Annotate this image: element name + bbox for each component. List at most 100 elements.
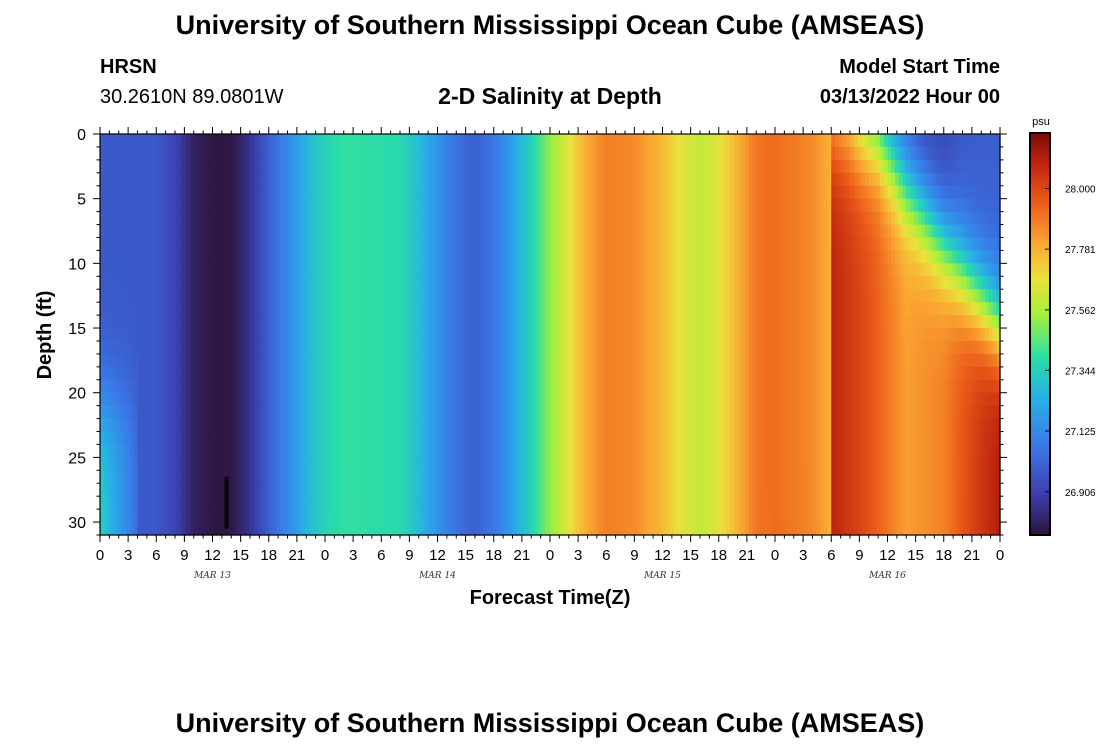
heatmap-cell — [617, 418, 622, 433]
heatmap-cell — [227, 470, 232, 484]
heatmap-cell — [310, 340, 315, 355]
heatmap-cell — [426, 483, 431, 497]
heatmap-cell — [445, 250, 450, 264]
heatmap-cell — [253, 134, 259, 148]
heatmap-cell — [651, 353, 656, 368]
heatmap-cell — [613, 483, 619, 497]
heatmap-cell — [148, 134, 154, 148]
heatmap-cell — [415, 328, 420, 342]
heatmap-cell — [250, 198, 255, 213]
heatmap-cell — [111, 198, 116, 213]
heatmap-cell — [253, 405, 259, 420]
heatmap-cell — [463, 172, 469, 187]
heatmap-cell — [677, 302, 682, 316]
heatmap-cell — [523, 224, 529, 239]
heatmap-cell — [411, 457, 416, 471]
heatmap-cell — [516, 457, 521, 471]
heatmap-cell — [565, 483, 570, 497]
heatmap-cell — [508, 159, 514, 174]
heatmap-cell — [636, 315, 641, 329]
heatmap-cell — [655, 134, 660, 148]
heatmap-cell — [591, 146, 596, 161]
heatmap-cell — [415, 211, 420, 226]
heatmap-cell — [298, 172, 304, 187]
heatmap-cell — [257, 457, 262, 471]
heatmap-cell — [362, 302, 367, 316]
heatmap-cell — [628, 198, 634, 213]
heatmap-cell — [190, 302, 195, 316]
heatmap-cell — [482, 366, 487, 381]
heatmap-cell — [617, 405, 622, 420]
heatmap-cell — [190, 185, 195, 200]
heatmap-cell — [130, 431, 135, 446]
heatmap-cell — [298, 289, 304, 303]
heatmap-cell — [621, 418, 626, 433]
heatmap-cell — [216, 211, 221, 226]
heatmap-cell — [347, 340, 352, 355]
heatmap-cell — [685, 315, 690, 329]
heatmap-cell — [696, 146, 701, 161]
heatmap-cell — [602, 483, 607, 497]
heatmap-cell — [175, 405, 180, 420]
heatmap-cell — [130, 134, 135, 148]
heatmap-cell — [246, 483, 251, 497]
heatmap-cell — [598, 185, 604, 200]
heatmap-cell — [426, 237, 431, 252]
heatmap-cell — [673, 522, 679, 536]
heatmap-cell — [501, 418, 506, 433]
heatmap-cell — [100, 353, 105, 368]
heatmap-cell — [613, 509, 619, 523]
heatmap-cell — [336, 457, 341, 471]
heatmap-cell — [351, 250, 356, 264]
heatmap-cell — [696, 353, 701, 368]
heatmap-cell — [118, 457, 124, 471]
heatmap-cell — [231, 431, 236, 446]
heatmap-cell — [328, 379, 334, 394]
heatmap-cell — [418, 431, 424, 446]
heatmap-cell — [407, 379, 412, 394]
heatmap-cell — [358, 198, 364, 213]
heatmap-cell — [692, 211, 697, 226]
heatmap-cell — [167, 172, 172, 187]
heatmap-cell — [587, 328, 592, 342]
heatmap-cell — [362, 159, 367, 174]
heatmap-cell — [377, 185, 382, 200]
heatmap-cell — [313, 405, 319, 420]
heatmap-cell — [535, 315, 540, 329]
heatmap-cell — [403, 340, 409, 355]
heatmap-cell — [103, 457, 109, 471]
heatmap-cell — [317, 172, 322, 187]
heatmap-cell — [445, 444, 450, 458]
heatmap-cell — [696, 379, 701, 394]
heatmap-cell — [317, 134, 322, 148]
heatmap-cell — [152, 431, 157, 446]
heatmap-cell — [587, 340, 592, 355]
heatmap-cell — [583, 392, 589, 407]
heatmap-cell — [411, 289, 416, 303]
heatmap-cell — [313, 276, 319, 290]
heatmap-cell — [568, 418, 574, 433]
heatmap-cell — [358, 263, 364, 277]
heatmap-cell — [246, 315, 251, 329]
heatmap-cell — [490, 237, 495, 252]
heatmap-cell — [437, 224, 442, 239]
heatmap-cell — [208, 172, 214, 187]
heatmap-cell — [523, 470, 529, 484]
heatmap-cell — [568, 211, 574, 226]
heatmap-cell — [133, 328, 139, 342]
heatmap-cell — [268, 315, 274, 329]
heatmap-cell — [463, 340, 469, 355]
heatmap-cell — [400, 289, 405, 303]
heatmap-cell — [186, 353, 191, 368]
heatmap-cell — [201, 379, 206, 394]
heatmap-cell — [388, 328, 394, 342]
heatmap-cell — [156, 315, 161, 329]
heatmap-cell — [486, 159, 491, 174]
heatmap-cell — [610, 418, 615, 433]
heatmap-cell — [467, 431, 472, 446]
heatmap-cell — [647, 315, 652, 329]
heatmap-cell — [542, 146, 547, 161]
heatmap-cell — [238, 146, 244, 161]
heatmap-cell — [651, 315, 656, 329]
heatmap-cell — [328, 198, 334, 213]
